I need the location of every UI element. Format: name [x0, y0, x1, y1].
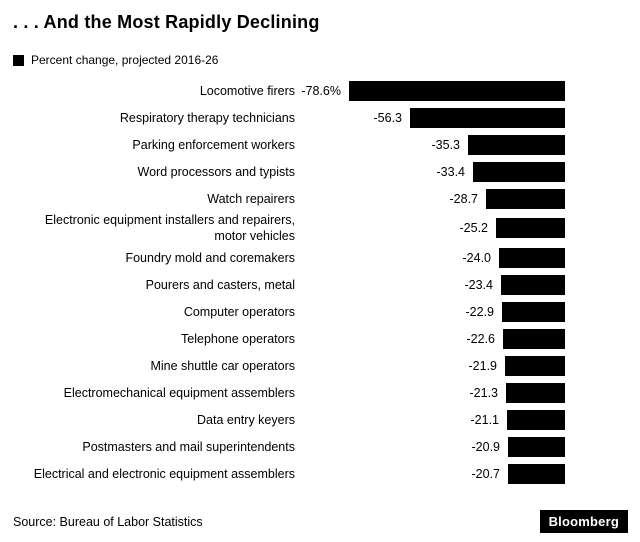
bar-row: Electromechanical equipment assemblers -2… [12, 379, 565, 406]
category-label: Locomotive firers [199, 83, 295, 98]
bar-row: Electronic equipment installers and repa… [12, 212, 565, 244]
value-label: -22.9 [465, 304, 495, 319]
category-label: Respiratory therapy technicians [119, 110, 295, 125]
bar [410, 107, 565, 128]
category-label: Electromechanical equipment assemblers [63, 385, 295, 400]
bar [496, 218, 565, 238]
bar-plot-area: -33.4 [307, 158, 565, 185]
category-label: Parking enforcement workers [132, 137, 295, 152]
bar [508, 436, 565, 457]
value-label: -56.3 [373, 110, 403, 125]
value-label: -25.2 [459, 221, 489, 235]
bar [503, 328, 565, 349]
value-label: -21.9 [468, 358, 498, 373]
value-label: -28.7 [449, 191, 479, 206]
value-label: -21.1 [470, 412, 500, 427]
legend-label: Percent change, projected 2016-26 [31, 53, 219, 67]
bar [506, 382, 565, 403]
bar-row: Foundry mold and coremakers -24.0 [12, 244, 565, 271]
value-label: -20.9 [471, 439, 501, 454]
bar [473, 161, 565, 182]
category-label: Mine shuttle car operators [150, 358, 295, 373]
bar [468, 134, 565, 155]
value-label: -35.3 [431, 137, 461, 152]
bar-row: Telephone operators -22.6 [12, 325, 565, 352]
bar-row: Electrical and electronic equipment asse… [12, 460, 565, 487]
bar-row: Parking enforcement workers -35.3 [12, 131, 565, 158]
bar-plot-area: -21.1 [307, 406, 565, 433]
bar-plot-area: -20.9 [307, 433, 565, 460]
value-label: -21.3 [469, 385, 499, 400]
category-label: Word processors and typists [137, 164, 295, 179]
bar-plot-area: -23.4 [307, 271, 565, 298]
bar-row: Locomotive firers -78.6% [12, 77, 565, 104]
bar-row: Data entry keyers -21.1 [12, 406, 565, 433]
bar [499, 247, 565, 268]
value-label: -24.0 [462, 250, 492, 265]
bar [349, 80, 565, 101]
bar-row: Pourers and casters, metal -23.4 [12, 271, 565, 298]
bar [486, 188, 565, 209]
category-label: Telephone operators [181, 331, 295, 346]
bar-plot-area: -25.2 [307, 215, 565, 242]
bar-plot-area: -28.7 [307, 185, 565, 212]
value-label: -20.7 [471, 466, 501, 481]
bar-plot-area: -21.3 [307, 379, 565, 406]
category-label: Foundry mold and coremakers [125, 250, 295, 265]
bar-row: Mine shuttle car operators -21.9 [12, 352, 565, 379]
bar-plot-area: -35.3 [307, 131, 565, 158]
bar-row: Postmasters and mail superintendents -20.… [12, 433, 565, 460]
bar-row: Computer operators -22.9 [12, 298, 565, 325]
category-label: Computer operators [183, 304, 295, 319]
value-label: -22.6 [466, 331, 496, 346]
bar [508, 463, 565, 484]
bar-rows: Locomotive firers -78.6% Respiratory thera… [12, 77, 565, 487]
value-label: -78.6% [301, 83, 341, 98]
category-label: Electronic equipment installers and repa… [44, 213, 295, 243]
bar-plot-area: -20.7 [307, 460, 565, 487]
category-label: Pourers and casters, metal [145, 277, 295, 292]
legend: Percent change, projected 2016-26 [13, 53, 218, 67]
value-label: -33.4 [436, 164, 466, 179]
bar-plot-area: -78.6% [301, 77, 565, 104]
value-label: -23.4 [464, 277, 494, 292]
chart-title: . . . And the Most Rapidly Declining [13, 12, 320, 32]
source-note: Source: Bureau of Labor Statistics [13, 515, 203, 529]
bar [502, 301, 565, 322]
bar-row: Word processors and typists -33.4 [12, 158, 565, 185]
category-label: Watch repairers [207, 191, 295, 206]
bar-row: Respiratory therapy technicians -56.3 [12, 104, 565, 131]
bar-plot-area: -21.9 [307, 352, 565, 379]
bar-plot-area: -56.3 [307, 104, 565, 131]
bar-row: Watch repairers -28.7 [12, 185, 565, 212]
bar-plot-area: -22.9 [307, 298, 565, 325]
category-label: Electrical and electronic equipment asse… [33, 466, 295, 481]
bar [505, 355, 565, 376]
bar-plot-area: -24.0 [307, 244, 565, 271]
category-label: Postmasters and mail superintendents [82, 439, 295, 454]
bar [507, 409, 565, 430]
legend-swatch-icon [13, 54, 24, 66]
bar [501, 274, 565, 295]
bar-plot-area: -22.6 [307, 325, 565, 352]
category-label: Data entry keyers [197, 412, 295, 427]
bloomberg-logo: Bloomberg [539, 510, 628, 533]
